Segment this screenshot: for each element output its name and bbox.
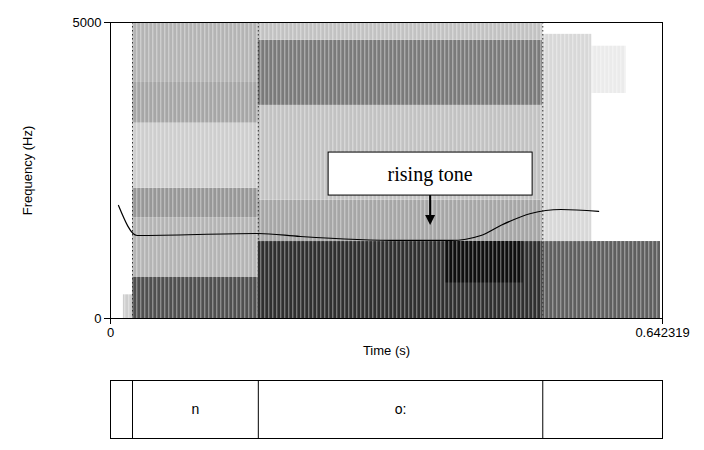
- svg-text:5000: 5000: [73, 15, 102, 30]
- svg-text:rising tone: rising tone: [388, 163, 473, 186]
- svg-text:0: 0: [94, 311, 101, 326]
- svg-text:Time (s): Time (s): [363, 343, 410, 358]
- svg-text:0.642319: 0.642319: [635, 325, 689, 340]
- svg-text:Frequency (Hz): Frequency (Hz): [20, 126, 35, 216]
- svg-text:o:: o:: [395, 401, 407, 417]
- svg-text:n: n: [192, 401, 200, 417]
- svg-text:0: 0: [107, 325, 114, 340]
